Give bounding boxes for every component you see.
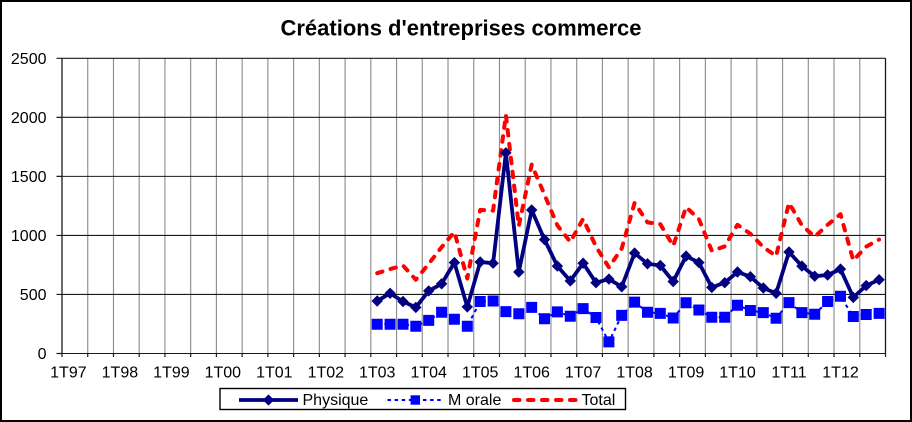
svg-text:1T04: 1T04 — [410, 365, 447, 382]
svg-text:2500: 2500 — [11, 51, 47, 68]
svg-text:1T02: 1T02 — [308, 365, 345, 382]
svg-text:1T06: 1T06 — [513, 365, 550, 382]
svg-text:1500: 1500 — [11, 169, 47, 186]
svg-text:1T97: 1T97 — [50, 365, 87, 382]
svg-text:1T03: 1T03 — [359, 365, 396, 382]
svg-text:1T11: 1T11 — [771, 365, 806, 382]
svg-text:Créations d'entreprises commer: Créations d'entreprises commerce — [280, 16, 641, 41]
svg-text:Physique: Physique — [303, 392, 369, 409]
svg-text:1T01: 1T01 — [256, 365, 293, 382]
svg-text:Total: Total — [582, 392, 616, 409]
svg-text:1T05: 1T05 — [462, 365, 499, 382]
svg-text:M orale: M orale — [448, 392, 501, 409]
svg-text:1T98: 1T98 — [102, 365, 139, 382]
svg-text:1T99: 1T99 — [153, 365, 190, 382]
svg-text:1T09: 1T09 — [668, 365, 705, 382]
svg-text:1T07: 1T07 — [565, 365, 602, 382]
svg-text:1T10: 1T10 — [719, 365, 756, 382]
svg-text:1T12: 1T12 — [822, 365, 859, 382]
svg-text:1000: 1000 — [11, 228, 47, 245]
svg-text:1T08: 1T08 — [616, 365, 653, 382]
svg-text:500: 500 — [20, 287, 47, 304]
svg-text:1T00: 1T00 — [205, 365, 242, 382]
svg-text:0: 0 — [38, 346, 47, 363]
svg-text:2000: 2000 — [11, 110, 47, 127]
